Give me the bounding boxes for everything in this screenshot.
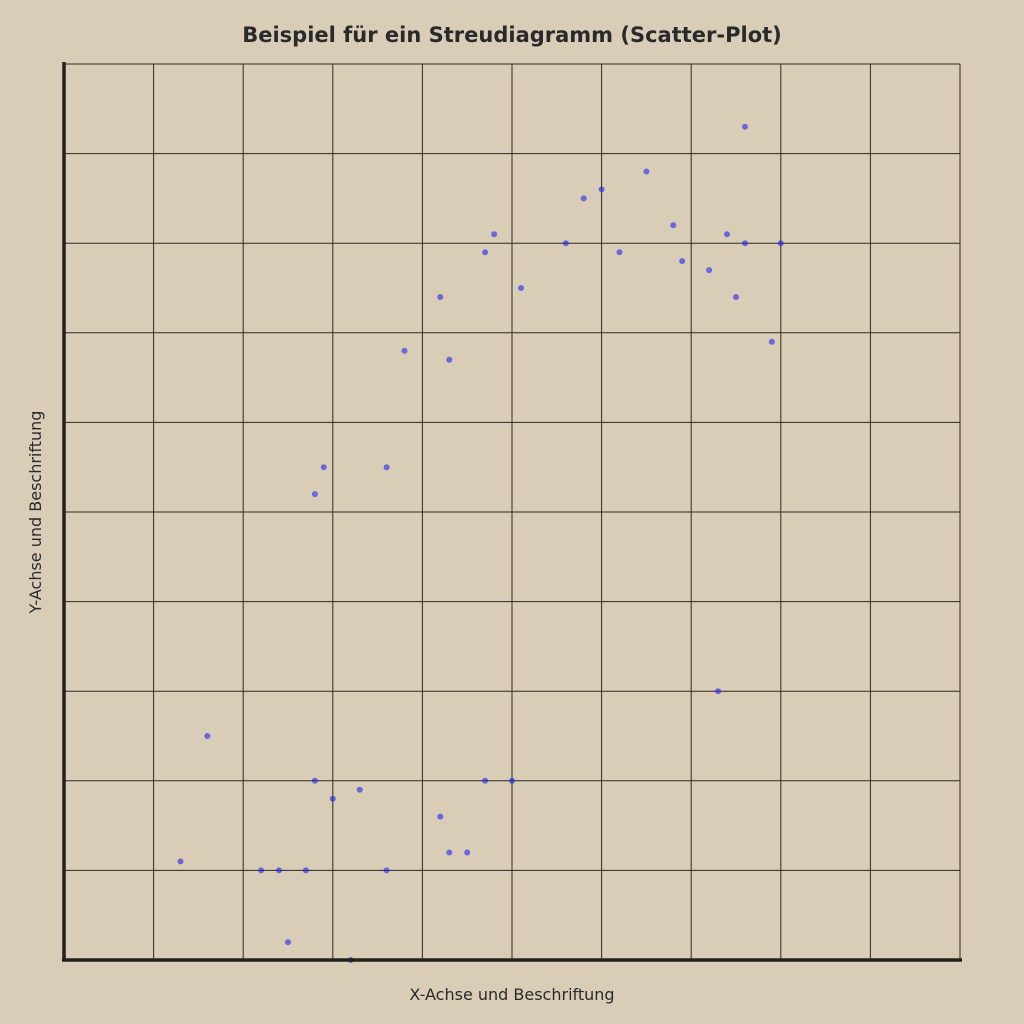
data-point: [356, 786, 363, 793]
data-point: [401, 347, 408, 354]
data-point: [276, 867, 282, 874]
data-point: [598, 186, 605, 193]
y-axis-label: Y-Achse und Beschriftung: [26, 411, 45, 615]
data-point: [643, 168, 650, 175]
data-point: [491, 231, 498, 238]
data-point: [742, 240, 748, 247]
data-point: [509, 777, 515, 784]
data-point: [670, 222, 677, 229]
data-point: [715, 688, 722, 695]
data-point: [679, 258, 686, 265]
data-point: [383, 867, 390, 874]
data-point: [742, 123, 748, 130]
data-point: [562, 240, 569, 247]
data-point: [311, 777, 318, 784]
data-point: [329, 795, 336, 802]
data-point: [733, 294, 739, 300]
data-point: [616, 249, 623, 256]
data-points: [177, 123, 784, 963]
data-point: [724, 231, 730, 238]
data-point: [383, 464, 390, 471]
data-point: [258, 867, 265, 874]
data-point: [446, 356, 453, 363]
data-point: [777, 240, 784, 247]
data-point: [285, 939, 291, 946]
grid: [63, 63, 961, 961]
data-point: [464, 849, 471, 856]
data-point: [482, 249, 489, 256]
data-point: [437, 813, 444, 820]
data-point: [177, 858, 184, 865]
data-point: [446, 849, 453, 856]
data-point: [437, 294, 444, 300]
data-point: [706, 267, 713, 274]
data-point: [768, 338, 775, 345]
data-point: [204, 733, 211, 739]
data-point: [482, 777, 489, 784]
data-point: [302, 867, 309, 874]
data-point: [518, 285, 524, 291]
x-axis-label: X-Achse und Beschriftung: [409, 985, 614, 1004]
data-point: [580, 195, 587, 202]
data-point: [311, 491, 318, 498]
chart-title: Beispiel für ein Streudiagramm (Scatter-…: [242, 23, 782, 47]
data-point: [320, 464, 327, 471]
